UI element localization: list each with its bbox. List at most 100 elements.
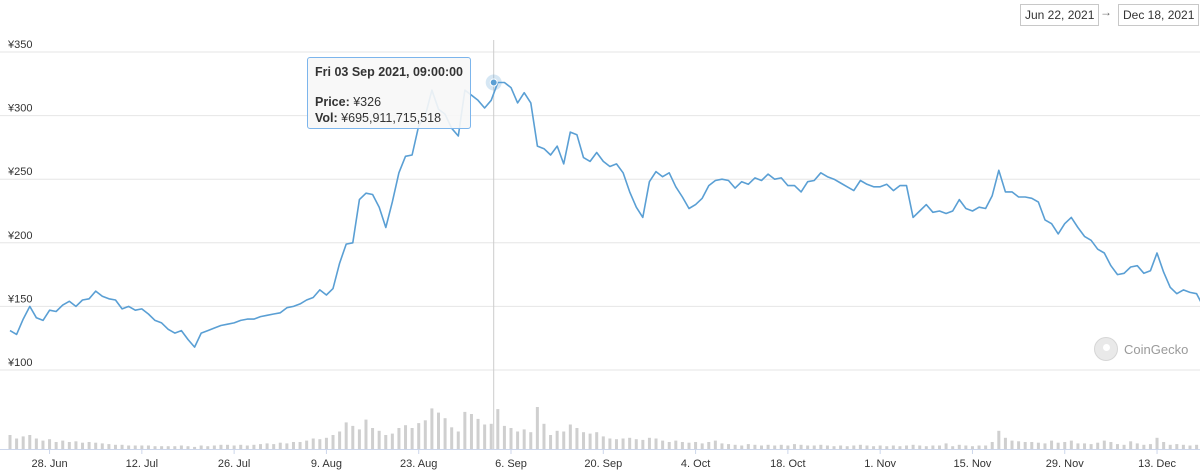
volume-bar [1142,444,1146,449]
volume-bar [423,420,427,449]
volume-bar [891,445,895,449]
volume-bar [133,445,137,449]
volume-bar [1010,440,1014,449]
volume-bar [727,444,731,449]
volume-bar [595,432,599,449]
volume-bar [608,438,612,449]
x-tick-label: 12. Jul [126,458,158,470]
volume-bar [48,439,52,449]
volume-bar [1069,440,1073,449]
volume-bar [179,445,183,449]
volume-bar [166,446,170,449]
volume-bar [364,419,368,449]
volume-bar [621,438,625,449]
volume-bar [1175,444,1179,449]
volume-bar [1023,442,1027,449]
volume-bar [219,444,223,449]
volume-bar [272,444,276,449]
x-tick-label: 9. Aug [311,458,342,470]
arrow-right-icon: → [1100,5,1112,19]
volume-bar [67,442,71,449]
volume-bar [15,438,19,449]
volume-bar [970,446,974,449]
volume-bar [614,439,618,449]
date-to-input[interactable]: Dec 18, 2021 [1118,4,1200,26]
volume-bar [964,445,968,449]
volume-bar [113,444,117,449]
volume-bar [489,423,493,449]
volume-bar [28,435,32,449]
volume-bar [377,430,381,449]
volume-bar [720,443,724,449]
x-tick-label: 18. Oct [770,458,805,470]
volume-bar [931,445,935,449]
volume-bar [357,429,361,449]
volume-bar [997,430,1001,449]
volume-bar [1135,443,1139,449]
volume-bar [872,446,876,449]
coingecko-logo-icon [1094,337,1118,361]
volume-bar [259,444,263,449]
volume-bar [265,443,269,449]
volume-bar [1115,444,1119,449]
volume-bar [1063,442,1067,449]
volume-bar [766,444,770,449]
volume-bar [324,437,328,449]
volume-bar [1050,440,1054,449]
volume-bar [436,412,440,449]
volume-bar [858,444,862,449]
volume-bar [239,444,243,449]
volume-bar [278,442,282,449]
volume-bar [760,445,764,449]
volume-bar [1168,444,1172,449]
volume-bar [285,443,289,449]
y-tick-label: ¥250 [7,166,32,178]
volume-bar [713,440,717,449]
volume-bar [647,437,651,449]
volume-bar [1003,437,1007,449]
x-tick-label: 23. Aug [400,458,437,470]
volume-bar [1089,444,1093,449]
tooltip-price-row: Price: ¥326 [315,94,463,110]
volume-bar [100,443,104,449]
y-tick-label: ¥200 [7,230,32,242]
x-tick-label: 20. Sep [584,458,622,470]
volume-bar [1155,437,1159,449]
volume-bar [628,437,632,449]
volume-bar [990,442,994,449]
volume-bar [687,442,691,449]
volume-bar [898,446,902,449]
volume-bar [140,445,144,449]
volume-bar [226,444,230,449]
volume-bar [516,431,520,449]
volume-bar [746,444,750,449]
volume-bar [661,440,665,449]
volume-bar [483,424,487,449]
volume-bar [806,445,810,449]
volume-bar [1162,442,1166,449]
volume-bar [977,445,981,449]
price-line [9,81,1200,348]
volume-bar [331,435,335,449]
volume-bar [773,445,777,449]
volume-bar [694,442,698,449]
volume-bar [338,431,342,449]
volume-bar [351,425,355,449]
volume-bar [120,444,124,449]
volume-bar [878,445,882,449]
volume-bar [8,435,12,449]
volume-bar [852,445,856,449]
y-tick-label: ¥350 [7,39,32,51]
volume-bar [957,444,961,449]
volume-bar [206,446,210,449]
date-from-input[interactable]: Jun 22, 2021 [1020,4,1100,26]
volume-bar [839,445,843,449]
volume-bar [674,440,678,449]
volume-bar [252,444,256,449]
x-tick-label: 13. Dec [1138,458,1176,470]
volume-bar [384,435,388,449]
volume-bar [61,440,65,449]
volume-bar [911,444,915,449]
tooltip-vol-value: ¥695,911,715,518 [341,111,442,125]
volume-bar [305,440,309,449]
